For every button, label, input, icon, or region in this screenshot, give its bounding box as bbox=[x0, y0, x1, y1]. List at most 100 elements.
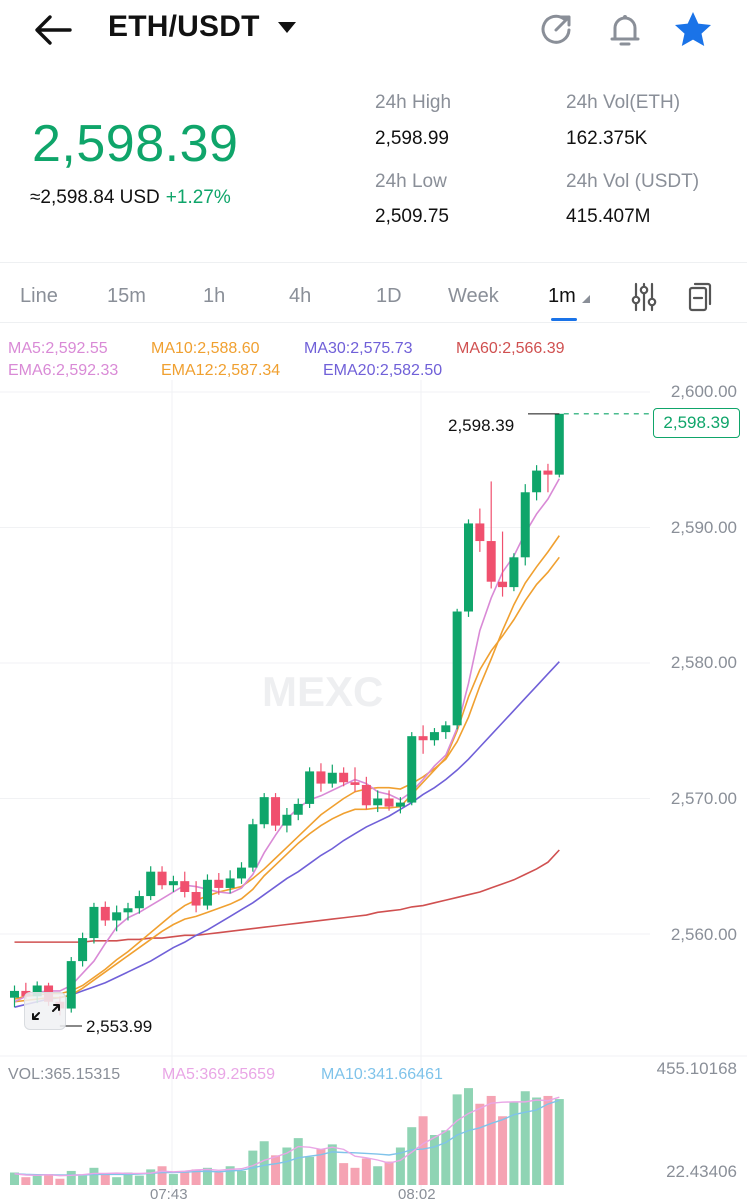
candle-body bbox=[225, 878, 235, 888]
volume-bar bbox=[543, 1095, 553, 1185]
tab-4h[interactable]: 4h bbox=[289, 285, 312, 307]
volume-bar bbox=[191, 1169, 201, 1185]
volume-bar bbox=[361, 1158, 371, 1185]
candle-body bbox=[509, 557, 519, 588]
candle-body bbox=[384, 798, 394, 807]
ma30-line bbox=[14, 661, 560, 1008]
back-arrow-icon[interactable] bbox=[30, 8, 78, 52]
collapse-arrows-icon bbox=[32, 1004, 60, 1020]
volume-bar bbox=[214, 1172, 224, 1185]
candle-body bbox=[293, 803, 303, 815]
volume-bar bbox=[123, 1172, 133, 1185]
vol-usdt-label: 24h Vol (USDT) bbox=[566, 171, 700, 192]
active-tab-indicator bbox=[551, 318, 577, 321]
volume-bar bbox=[520, 1091, 530, 1185]
y-tick-label: 2,580.00 bbox=[670, 653, 737, 672]
candle-body bbox=[452, 611, 462, 726]
candle-body bbox=[361, 784, 371, 806]
candle-body bbox=[475, 523, 485, 542]
candle-body bbox=[237, 867, 246, 879]
current-price-tag: 2,598.39 bbox=[653, 408, 740, 438]
candle-body bbox=[100, 906, 110, 921]
candle-body bbox=[543, 470, 553, 475]
volume-bar bbox=[498, 1116, 508, 1185]
tab-1m[interactable]: 1m bbox=[548, 285, 576, 307]
candle-body bbox=[78, 938, 88, 962]
pair-dropdown-caret-icon[interactable] bbox=[278, 22, 296, 33]
candle-body bbox=[10, 990, 19, 998]
candle-body bbox=[498, 581, 508, 588]
low-label: 24h Low bbox=[375, 171, 447, 192]
volume-bar bbox=[32, 1175, 42, 1185]
candle-body bbox=[112, 912, 122, 921]
tab-1h[interactable]: 1h bbox=[203, 285, 226, 307]
indicator-settings-icon[interactable] bbox=[627, 280, 661, 314]
chart-mode-icon[interactable] bbox=[683, 280, 717, 314]
vol-eth-label: 24h Vol(ETH) bbox=[566, 92, 681, 113]
low-marker-label: 2,553.99 bbox=[86, 1017, 153, 1036]
volume-bar bbox=[21, 1177, 31, 1185]
vol-eth-value: 162.375K bbox=[566, 128, 648, 149]
tab-1d[interactable]: 1D bbox=[376, 285, 402, 307]
candle-body bbox=[134, 896, 144, 909]
candle-body bbox=[407, 736, 417, 803]
vol-max-label: 455.10168 bbox=[656, 1059, 737, 1078]
ma5-legend: MA5:2,592.55 bbox=[8, 340, 108, 357]
ma60-line bbox=[14, 849, 560, 943]
volume-bar bbox=[202, 1167, 212, 1185]
candle-body bbox=[146, 871, 156, 897]
volume-bar bbox=[134, 1175, 144, 1185]
tab-15m[interactable]: 15m bbox=[107, 285, 146, 307]
volume-bar bbox=[282, 1147, 292, 1185]
candle-body bbox=[259, 797, 269, 825]
candle-body bbox=[373, 798, 383, 806]
bell-icon[interactable] bbox=[603, 8, 647, 52]
candle-body bbox=[418, 736, 428, 741]
volume-ma10-line bbox=[14, 1099, 560, 1176]
volume-bar bbox=[509, 1102, 519, 1185]
ma30-legend: MA30:2,575.73 bbox=[304, 340, 413, 357]
vol-ma5-legend: MA5:369.25659 bbox=[162, 1066, 275, 1083]
volume-bar bbox=[259, 1141, 269, 1185]
tab-line[interactable]: Line bbox=[20, 285, 58, 307]
candle-body bbox=[532, 470, 542, 493]
volume-bar bbox=[441, 1130, 451, 1185]
tab-week[interactable]: Week bbox=[448, 285, 499, 307]
candle-body bbox=[32, 985, 42, 997]
share-icon[interactable] bbox=[534, 8, 578, 52]
volume-bar bbox=[350, 1167, 360, 1185]
favorite-star-icon[interactable] bbox=[671, 8, 715, 52]
volume-bar bbox=[112, 1177, 122, 1185]
ema20-legend: EMA20:2,582.50 bbox=[323, 362, 443, 379]
candle-body bbox=[191, 891, 201, 906]
volume-bar bbox=[395, 1147, 405, 1185]
candle-body bbox=[180, 881, 190, 892]
candle-body bbox=[168, 881, 178, 886]
volume-bar bbox=[157, 1166, 167, 1185]
top-bar: ETH/USDT bbox=[0, 0, 747, 60]
volume-bar bbox=[293, 1138, 303, 1185]
candle-body bbox=[316, 771, 326, 784]
vol-usdt-value: 415.407M bbox=[566, 206, 651, 227]
volume-bar bbox=[316, 1149, 326, 1185]
volume-bar bbox=[327, 1144, 337, 1185]
fullscreen-button[interactable] bbox=[24, 992, 66, 1030]
vol-min-label: 22.43406 bbox=[666, 1162, 737, 1181]
vol-ma10-legend: MA10:341.66461 bbox=[321, 1066, 443, 1083]
usd-equivalent: ≈2,598.84 USD +1.27% bbox=[30, 187, 231, 209]
candle-body bbox=[271, 797, 281, 826]
candle-body bbox=[202, 879, 212, 906]
high-label: 24h High bbox=[375, 92, 452, 113]
candlestick-chart[interactable]: MEXC bbox=[0, 380, 747, 1199]
volume-bar bbox=[89, 1167, 99, 1185]
candle-body bbox=[123, 908, 133, 913]
pair-selector[interactable]: ETH/USDT bbox=[108, 10, 260, 43]
volume-bar bbox=[180, 1170, 190, 1185]
high-value: 2,598.99 bbox=[375, 128, 449, 149]
volume-bar bbox=[66, 1170, 76, 1185]
interval-caret-icon[interactable] bbox=[582, 295, 590, 303]
candle-body bbox=[339, 772, 349, 783]
ema12-line bbox=[14, 556, 560, 1003]
volume-bar bbox=[305, 1156, 315, 1185]
candle-body bbox=[89, 906, 99, 939]
